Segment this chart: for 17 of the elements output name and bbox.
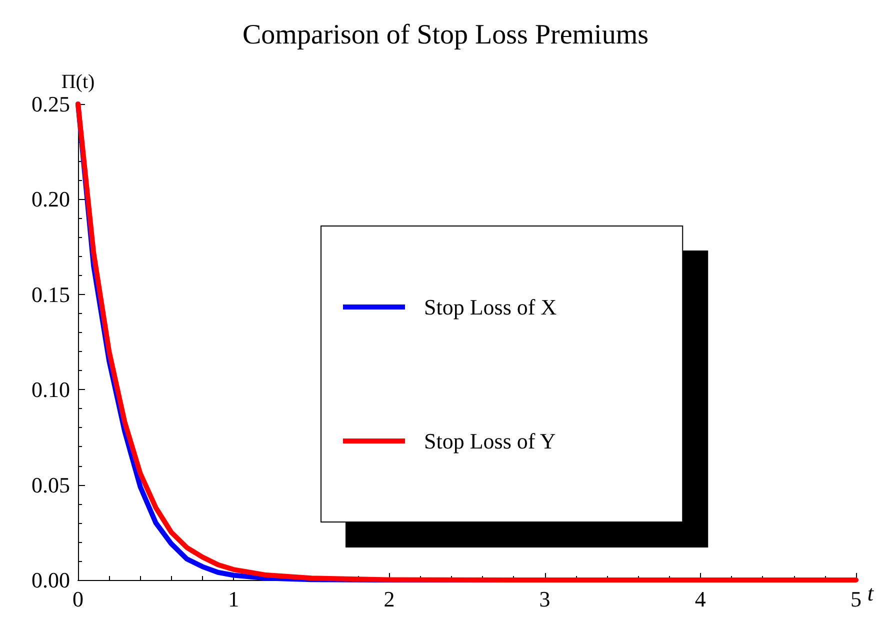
x-tick-label: 1 xyxy=(228,586,240,612)
x-axis-title: t xyxy=(867,580,874,606)
x-tick-label: 4 xyxy=(694,586,706,612)
y-axis-title: Π(t) xyxy=(61,71,95,93)
y-tick-label: 0.10 xyxy=(32,377,70,402)
x-tick-label: 3 xyxy=(539,586,550,612)
x-tick-label: 2 xyxy=(384,586,395,612)
y-tick-label: 0.05 xyxy=(32,472,70,498)
chart-title: Comparison of Stop Loss Premiums xyxy=(242,20,649,50)
legend-label: Stop Loss of X xyxy=(424,294,557,320)
y-tick-label: 0.00 xyxy=(32,568,70,592)
y-tick-label: 0.20 xyxy=(32,186,70,212)
x-tick-label: 5 xyxy=(850,586,862,612)
y-tick-label: 0.25 xyxy=(32,92,70,116)
y-tick-label: 0.15 xyxy=(32,282,70,307)
legend-label: Stop Loss of Y xyxy=(424,428,556,454)
x-tick-label: 0 xyxy=(72,586,84,612)
